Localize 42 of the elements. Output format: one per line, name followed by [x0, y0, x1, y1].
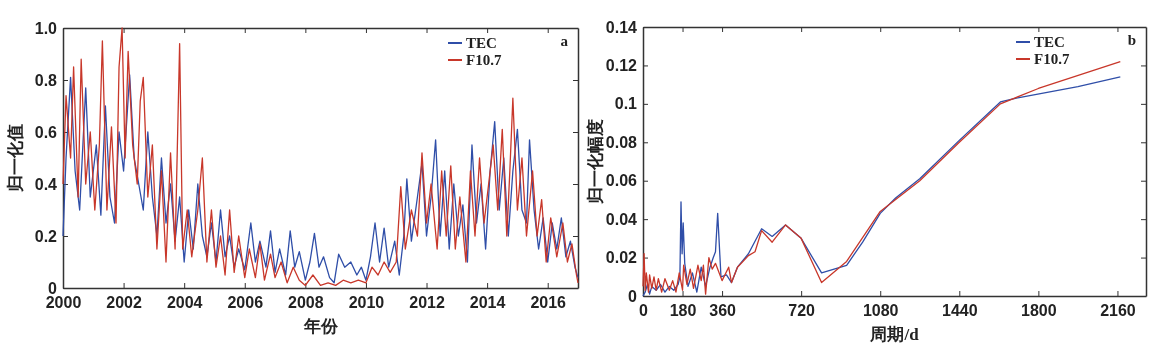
y-tick-label: 0.08	[605, 133, 638, 151]
x-tick-label: 2016	[530, 294, 567, 312]
x-tick-label: 360	[709, 302, 737, 320]
y-tick-label: 0.06	[605, 172, 638, 190]
x-tick-label: 2000	[45, 294, 82, 312]
legend-label: F10.7	[466, 52, 502, 68]
y-tick-label: 0.2	[34, 227, 58, 245]
annotation: b	[1127, 32, 1136, 48]
x-tick-label: 720	[788, 302, 816, 320]
x-tick-label: 2008	[288, 294, 324, 312]
y-tick-label: 0	[48, 279, 58, 297]
legend-label: F10.7	[1034, 51, 1070, 67]
x-tick-label: 2006	[227, 294, 264, 312]
x-tick-label: 180	[669, 302, 697, 320]
y-tick-label: 0.02	[605, 249, 638, 267]
x-tick-label: 2014	[469, 294, 506, 312]
x-tick-label: 0	[639, 302, 649, 320]
x-axis-title: 周期/d	[869, 325, 920, 344]
y-tick-label: 0.8	[34, 71, 58, 89]
x-tick-label: 2004	[166, 294, 203, 312]
y-tick-label: 0.1	[614, 95, 638, 113]
legend-label: TEC	[1034, 34, 1065, 50]
y-tick-label: 0.4	[34, 175, 58, 193]
y-tick-label: 0.12	[605, 57, 638, 75]
y-tick-label: 0.04	[605, 210, 638, 228]
y-tick-label: 0.6	[34, 123, 58, 141]
x-tick-label: 1440	[942, 302, 978, 320]
annotation: a	[560, 33, 569, 49]
line-series	[62, 27, 579, 287]
y-axis-title: 归一化幅度	[586, 119, 605, 205]
x-tick-label: 2002	[106, 294, 142, 312]
x-axis-title: 年份	[302, 317, 339, 336]
y-tick-label: 0.14	[605, 18, 638, 36]
x-tick-label: 1080	[862, 302, 899, 320]
x-tick-label: 2012	[409, 294, 445, 312]
x-tick-label: 2160	[1100, 302, 1136, 320]
y-tick-label: 1.0	[34, 19, 58, 37]
legend-label: TEC	[466, 35, 497, 51]
x-tick-label: 2010	[348, 294, 385, 312]
y-axis-title: 归一化值	[6, 124, 25, 193]
line-series	[62, 74, 579, 284]
x-tick-label: 1800	[1021, 302, 1057, 320]
